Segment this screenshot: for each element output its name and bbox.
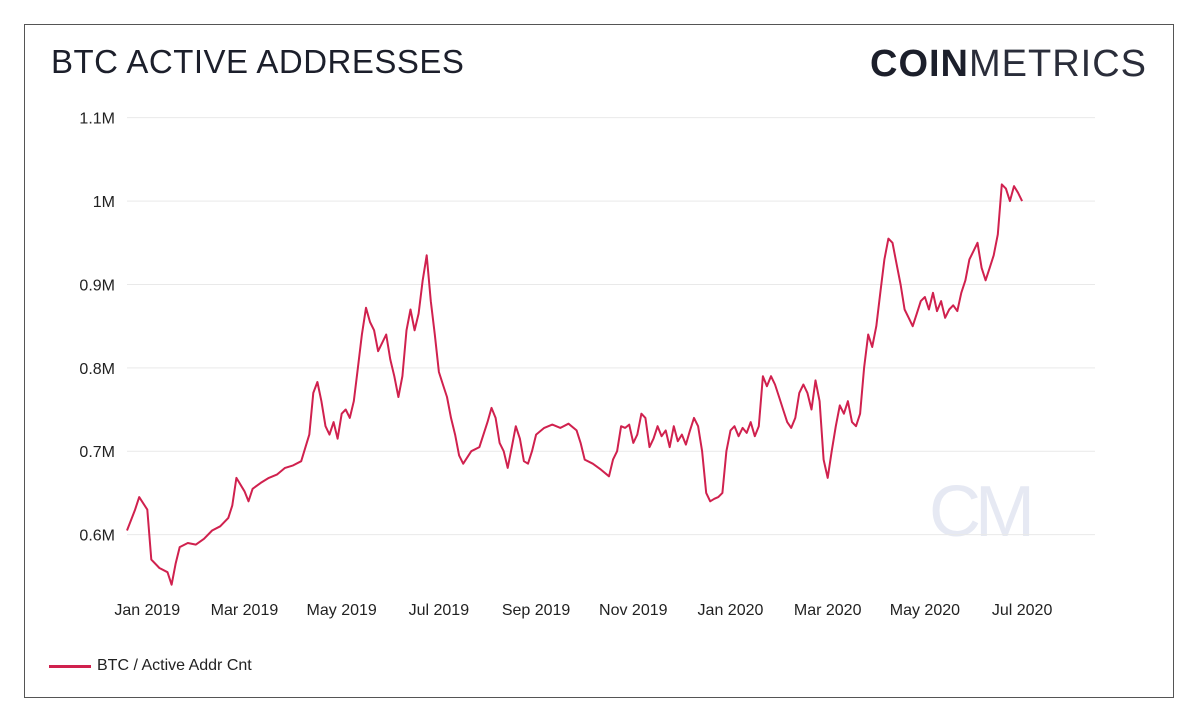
line-chart: 0.6M 0.7M 0.8M 0.9M 1M 1.1M Jan 2019 Mar 2019 M… xyxy=(79,111,1095,619)
y-tick-label: 0.6M xyxy=(79,528,115,545)
legend[interactable]: BTC / Active Addr Cnt xyxy=(49,657,252,675)
x-tick-label: Sep 2019 xyxy=(502,602,571,619)
x-tick-label: Jul 2020 xyxy=(992,602,1053,619)
x-tick-label: May 2020 xyxy=(890,602,960,619)
watermark-logo: CM xyxy=(929,472,1035,552)
coinmetrics-logo: COINMETRICS xyxy=(870,43,1147,86)
x-tick-label: May 2019 xyxy=(307,602,377,619)
y-tick-label: 1M xyxy=(93,194,115,211)
series-line-btc-active-addr[interactable] xyxy=(126,183,1023,586)
chart-frame: BTC ACTIVE ADDRESSES COINMETRICS CM 0.6M… xyxy=(24,24,1174,698)
x-tick-label: Jan 2019 xyxy=(114,602,180,619)
x-tick-label: Mar 2019 xyxy=(211,602,279,619)
series-group xyxy=(126,183,1023,586)
x-tick-label: Jul 2019 xyxy=(409,602,470,619)
logo-bold-text: COIN xyxy=(870,43,969,85)
x-tick-label: Nov 2019 xyxy=(599,602,668,619)
x-tick-label: Jan 2020 xyxy=(698,602,764,619)
y-tick-label: 1.1M xyxy=(79,111,115,128)
y-tick-label: 0.9M xyxy=(79,277,115,294)
legend-label: BTC / Active Addr Cnt xyxy=(97,657,252,674)
logo-light-text: METRICS xyxy=(969,43,1147,85)
y-tick-label: 0.8M xyxy=(79,361,115,378)
y-axis-ticks: 0.6M 0.7M 0.8M 0.9M 1M 1.1M xyxy=(79,111,115,545)
grid-lines xyxy=(127,117,1095,536)
page-title: BTC ACTIVE ADDRESSES xyxy=(51,43,465,80)
x-tick-label: Mar 2020 xyxy=(794,602,862,619)
x-axis-ticks: Jan 2019 Mar 2019 May 2019 Jul 2019 Sep 2019… xyxy=(114,602,1052,619)
y-tick-label: 0.7M xyxy=(79,444,115,461)
legend-swatch xyxy=(49,664,91,668)
